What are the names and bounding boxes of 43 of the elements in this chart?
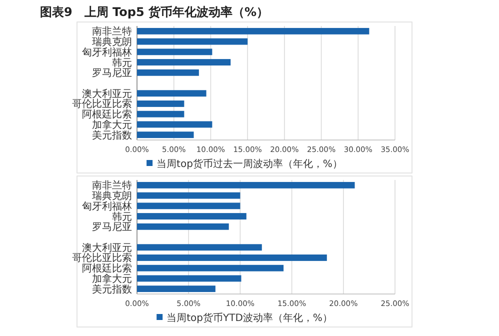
chart-title: 图表9 上周 Top5 货币年化波动率（%） [40,5,269,19]
legend-label: 当周top货币YTD波动率（年化，%） [166,312,332,324]
y-tick-label: 美元指数 [92,129,132,142]
bar [137,28,370,34]
bar [137,48,212,56]
bar [137,254,327,261]
y-tick-label: 罗马尼亚 [92,68,132,80]
bar [137,244,262,251]
legend-label: 当周top货币过去一周波动率（年化，%） [156,158,342,170]
bar [137,90,206,97]
bar [137,59,231,66]
y-tick-label: 哥伦比亚比索 [72,252,132,264]
y-tick-label: 瑞典克朗 [92,190,132,202]
bar [137,182,355,188]
bar [137,110,184,118]
y-tick-label: 南非兰特 [92,26,132,38]
y-tick-label: 加拿大元 [92,118,132,131]
y-tick-label: 匈牙利福林 [82,46,132,58]
y-tick-label: 罗马尼亚 [92,222,132,234]
y-tick-label: 澳大利亚元 [82,88,132,100]
y-tick-label: 美元指数 [92,283,132,296]
y-tick-label: 瑞典克朗 [92,36,132,48]
y-tick-label: 韩元 [112,210,132,223]
bar [137,223,229,230]
y-tick-label: 韩元 [112,56,132,69]
y-tick-label: 加拿大元 [92,272,132,285]
bar [137,275,242,282]
bar [137,69,199,76]
bar [137,121,212,128]
bar [137,100,184,107]
bar [137,264,284,272]
bar [137,202,240,210]
y-tick-label: 阿根廷比索 [82,262,132,275]
y-tick-label: 哥伦比亚比索 [72,98,132,110]
y-tick-label: 匈牙利福林 [82,200,132,212]
y-tick-label: 澳大利亚元 [82,242,132,254]
bar [137,38,248,45]
bar [137,132,194,138]
bar [137,213,246,220]
y-tick-label: 阿根廷比索 [82,108,132,121]
bar [137,192,240,199]
bar [137,286,216,292]
y-tick-label: 南非兰特 [92,180,132,192]
